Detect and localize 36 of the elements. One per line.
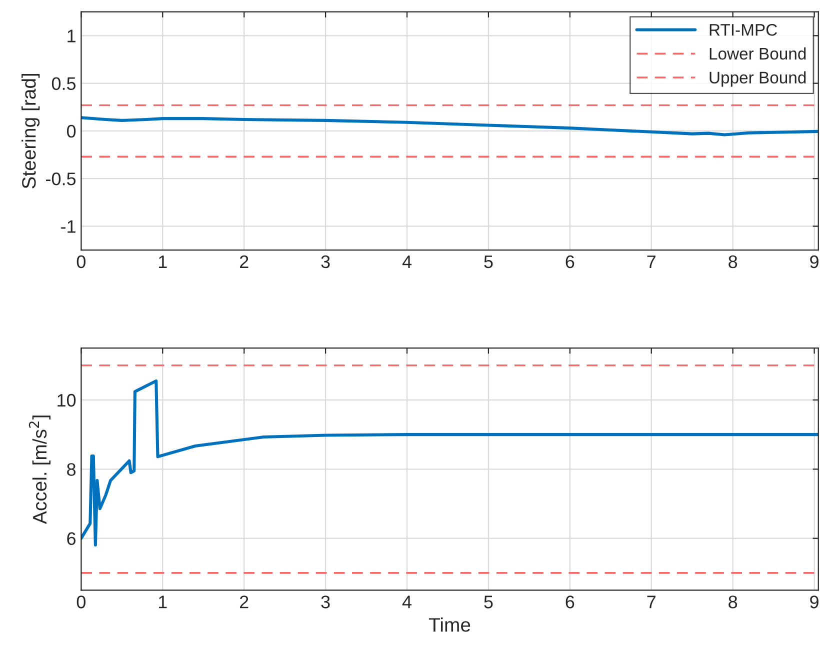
x-tick-label: 5 [484,596,493,608]
x-tick-label: 7 [647,596,656,608]
x-tick-label: 1 [158,256,167,268]
x-tick-label: 8 [728,255,738,268]
y-tick-label: 6 [67,532,76,546]
x-tick-label: 1 [158,596,167,608]
x-tick-label: 8 [728,596,738,608]
y-tick-label: 1 [68,30,76,42]
x-tick-label: 4 [402,596,412,608]
legend-label: Upper Bound [710,71,806,87]
x-tick-label: 6 [566,596,574,608]
y-axis-title: Steering [rad] [22,74,40,188]
x-tick-label: 7 [647,256,656,268]
y-tick-label: 10 [58,394,76,407]
legend-label: RTI-MPC [710,24,777,36]
y-tick-label: 0.5 [52,77,76,90]
x-tick-label: 3 [321,255,330,268]
y-axis-title: Accel. [m/s$^{2}$] [28,416,50,524]
x-tick-label: 9 [810,255,818,268]
x-tick-label: 2 [240,596,248,608]
x-tick-label: 2 [240,255,248,268]
x-tick-label: 9 [810,596,818,608]
y-tick-label: -0.5 [46,172,76,186]
line-series [81,116,818,136]
x-tick-label: 6 [566,255,574,268]
x-tick-label: 0 [76,596,86,608]
line-series [81,379,818,546]
x-tick-label: 0 [76,255,86,268]
y-tick-label: -1 [61,220,76,233]
x-axis-title: Time [428,617,470,632]
x-tick-label: 3 [321,596,330,608]
x-tick-label: 5 [484,256,493,268]
y-tick-label: 0 [66,124,76,138]
legend-label: Lower Bound [710,47,806,60]
x-tick-label: 4 [402,256,412,268]
y-tick-label: 8 [67,463,76,476]
